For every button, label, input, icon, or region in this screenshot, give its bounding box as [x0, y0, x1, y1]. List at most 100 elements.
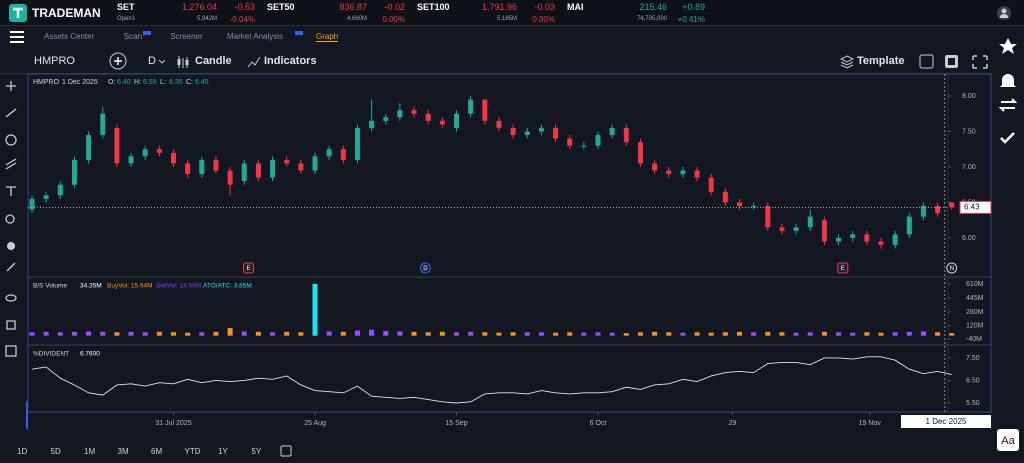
nav-bar: Assets Center Scan Screener Market Analysis… [0, 26, 992, 48]
ticker: SET100 1,791.96 -0.03 5,185M 0.00% [417, 1, 567, 25]
range-button[interactable]: 5D [50, 447, 61, 456]
volume-bar [836, 332, 842, 336]
volume-bar [142, 332, 148, 336]
ticker-percent: 0.00% [382, 15, 405, 24]
volume-bar [623, 333, 629, 336]
marker-tool[interactable] [7, 242, 15, 250]
volume-legend: 34.35M [80, 283, 102, 290]
pattern-tool[interactable] [5, 158, 17, 170]
y-tick-label: 8.00 [962, 93, 976, 100]
add-symbol[interactable] [109, 52, 127, 70]
volume-bar [298, 332, 304, 336]
nav-item[interactable]: Graph [316, 32, 339, 42]
symbol[interactable]: HMPRO [34, 55, 75, 67]
calendar-icon [280, 445, 292, 457]
nav-item[interactable]: Assets Center [44, 32, 95, 41]
event-marker [946, 262, 958, 274]
candle-icon [177, 56, 189, 68]
screenshot-tool[interactable] [5, 345, 17, 357]
ticker-bar: TRADEMAN SET Open1 1,276.04 -0.53 5,942M -0.0… [0, 0, 1024, 26]
candle-body [680, 170, 686, 175]
volume-bar [935, 332, 941, 336]
ticker-name: SET50 [267, 2, 295, 12]
x-tick-label: 31 Jul 2025 [155, 420, 191, 427]
range-button[interactable]: 6M [151, 447, 163, 456]
volume-bar [100, 331, 106, 336]
range-button[interactable]: 1M [84, 447, 96, 456]
trade-icon[interactable] [998, 98, 1018, 112]
ticker-name: MAI [567, 2, 584, 12]
candle-body [581, 145, 587, 147]
menu-icon[interactable] [10, 31, 24, 43]
font-button-label[interactable]: Aa [1001, 435, 1015, 447]
fib-tool[interactable] [5, 134, 17, 146]
template-button[interactable]: Template [857, 55, 905, 67]
volume-legend: B/S Volume [33, 283, 67, 290]
ticker-volume: 5,185M [496, 16, 517, 22]
nav-item[interactable]: Market Analysis [227, 32, 284, 41]
pane-symbol: HMPRO [33, 79, 60, 86]
event-marker [242, 262, 254, 274]
candle-body [567, 138, 573, 146]
candle-body [439, 120, 445, 125]
candle-body [793, 227, 799, 231]
candle-body [354, 127, 360, 160]
watchlist-icon[interactable] [999, 38, 1017, 54]
candle-body [171, 152, 176, 164]
view-controls[interactable] [918, 53, 992, 71]
indicators-button[interactable]: Indicators [264, 55, 317, 67]
chart-style[interactable]: Candle [195, 55, 232, 67]
range-button[interactable]: YTD [184, 447, 201, 456]
volume-bar [765, 331, 771, 336]
font-button[interactable] [997, 429, 1019, 451]
candle-body [892, 234, 898, 246]
interval[interactable]: D [148, 55, 156, 67]
trend-tool[interactable] [5, 108, 17, 118]
candle-body [454, 113, 459, 128]
volume-bar [722, 332, 728, 336]
ticker: SET Open1 1,276.04 -0.53 5,942M -0.04% [117, 1, 267, 25]
volume-bar [369, 329, 375, 336]
chart-frame [27, 73, 992, 413]
y-tick-label: -40M [966, 336, 982, 343]
zoom-tool[interactable] [5, 214, 15, 224]
check-icon[interactable] [1000, 132, 1015, 144]
eye-tool[interactable] [5, 294, 17, 302]
crosshair-tool[interactable] [6, 81, 16, 91]
volume-bar [779, 332, 785, 336]
candle-body [326, 149, 332, 157]
nav-item[interactable]: Scan [123, 32, 143, 41]
range-button[interactable]: 1Y [218, 447, 228, 456]
x-tick-label: 19 Nov [859, 420, 882, 427]
brush-tool[interactable] [6, 262, 16, 272]
volume-bar [86, 331, 92, 336]
user-icon[interactable] [996, 5, 1012, 21]
ticker-status: Open1 [117, 16, 136, 22]
volume-bar [652, 331, 658, 336]
logo-text: TRADEMAN [32, 6, 101, 20]
ticker-change: -0.02 [384, 2, 405, 12]
y-tick-label: 7.50 [962, 128, 976, 135]
range-button[interactable]: 3M [117, 447, 129, 456]
range-button[interactable]: 1D [17, 447, 28, 456]
candle-body [666, 170, 672, 175]
y-tick-label: 7.00 [962, 164, 976, 171]
candle-body [637, 142, 643, 164]
indicator-title: %DIVIDENT [33, 351, 69, 358]
delete-tool[interactable] [6, 320, 16, 330]
range-button[interactable]: 5Y [251, 447, 262, 456]
volume-bar [255, 331, 261, 336]
text-tool[interactable] [6, 186, 16, 196]
event-label: N [950, 266, 954, 272]
ticker-volume: 5,942M [196, 16, 217, 22]
ticker-volume: 4,660M [346, 16, 367, 22]
nav-item[interactable]: Screener [170, 32, 203, 41]
event-marker [419, 262, 431, 274]
volume-bar [637, 332, 643, 336]
volume-bar [567, 332, 573, 336]
alert-icon[interactable] [1000, 74, 1016, 87]
candle-body [765, 206, 771, 228]
ticker-change: -0.53 [234, 2, 255, 12]
volume-bar [482, 332, 488, 336]
